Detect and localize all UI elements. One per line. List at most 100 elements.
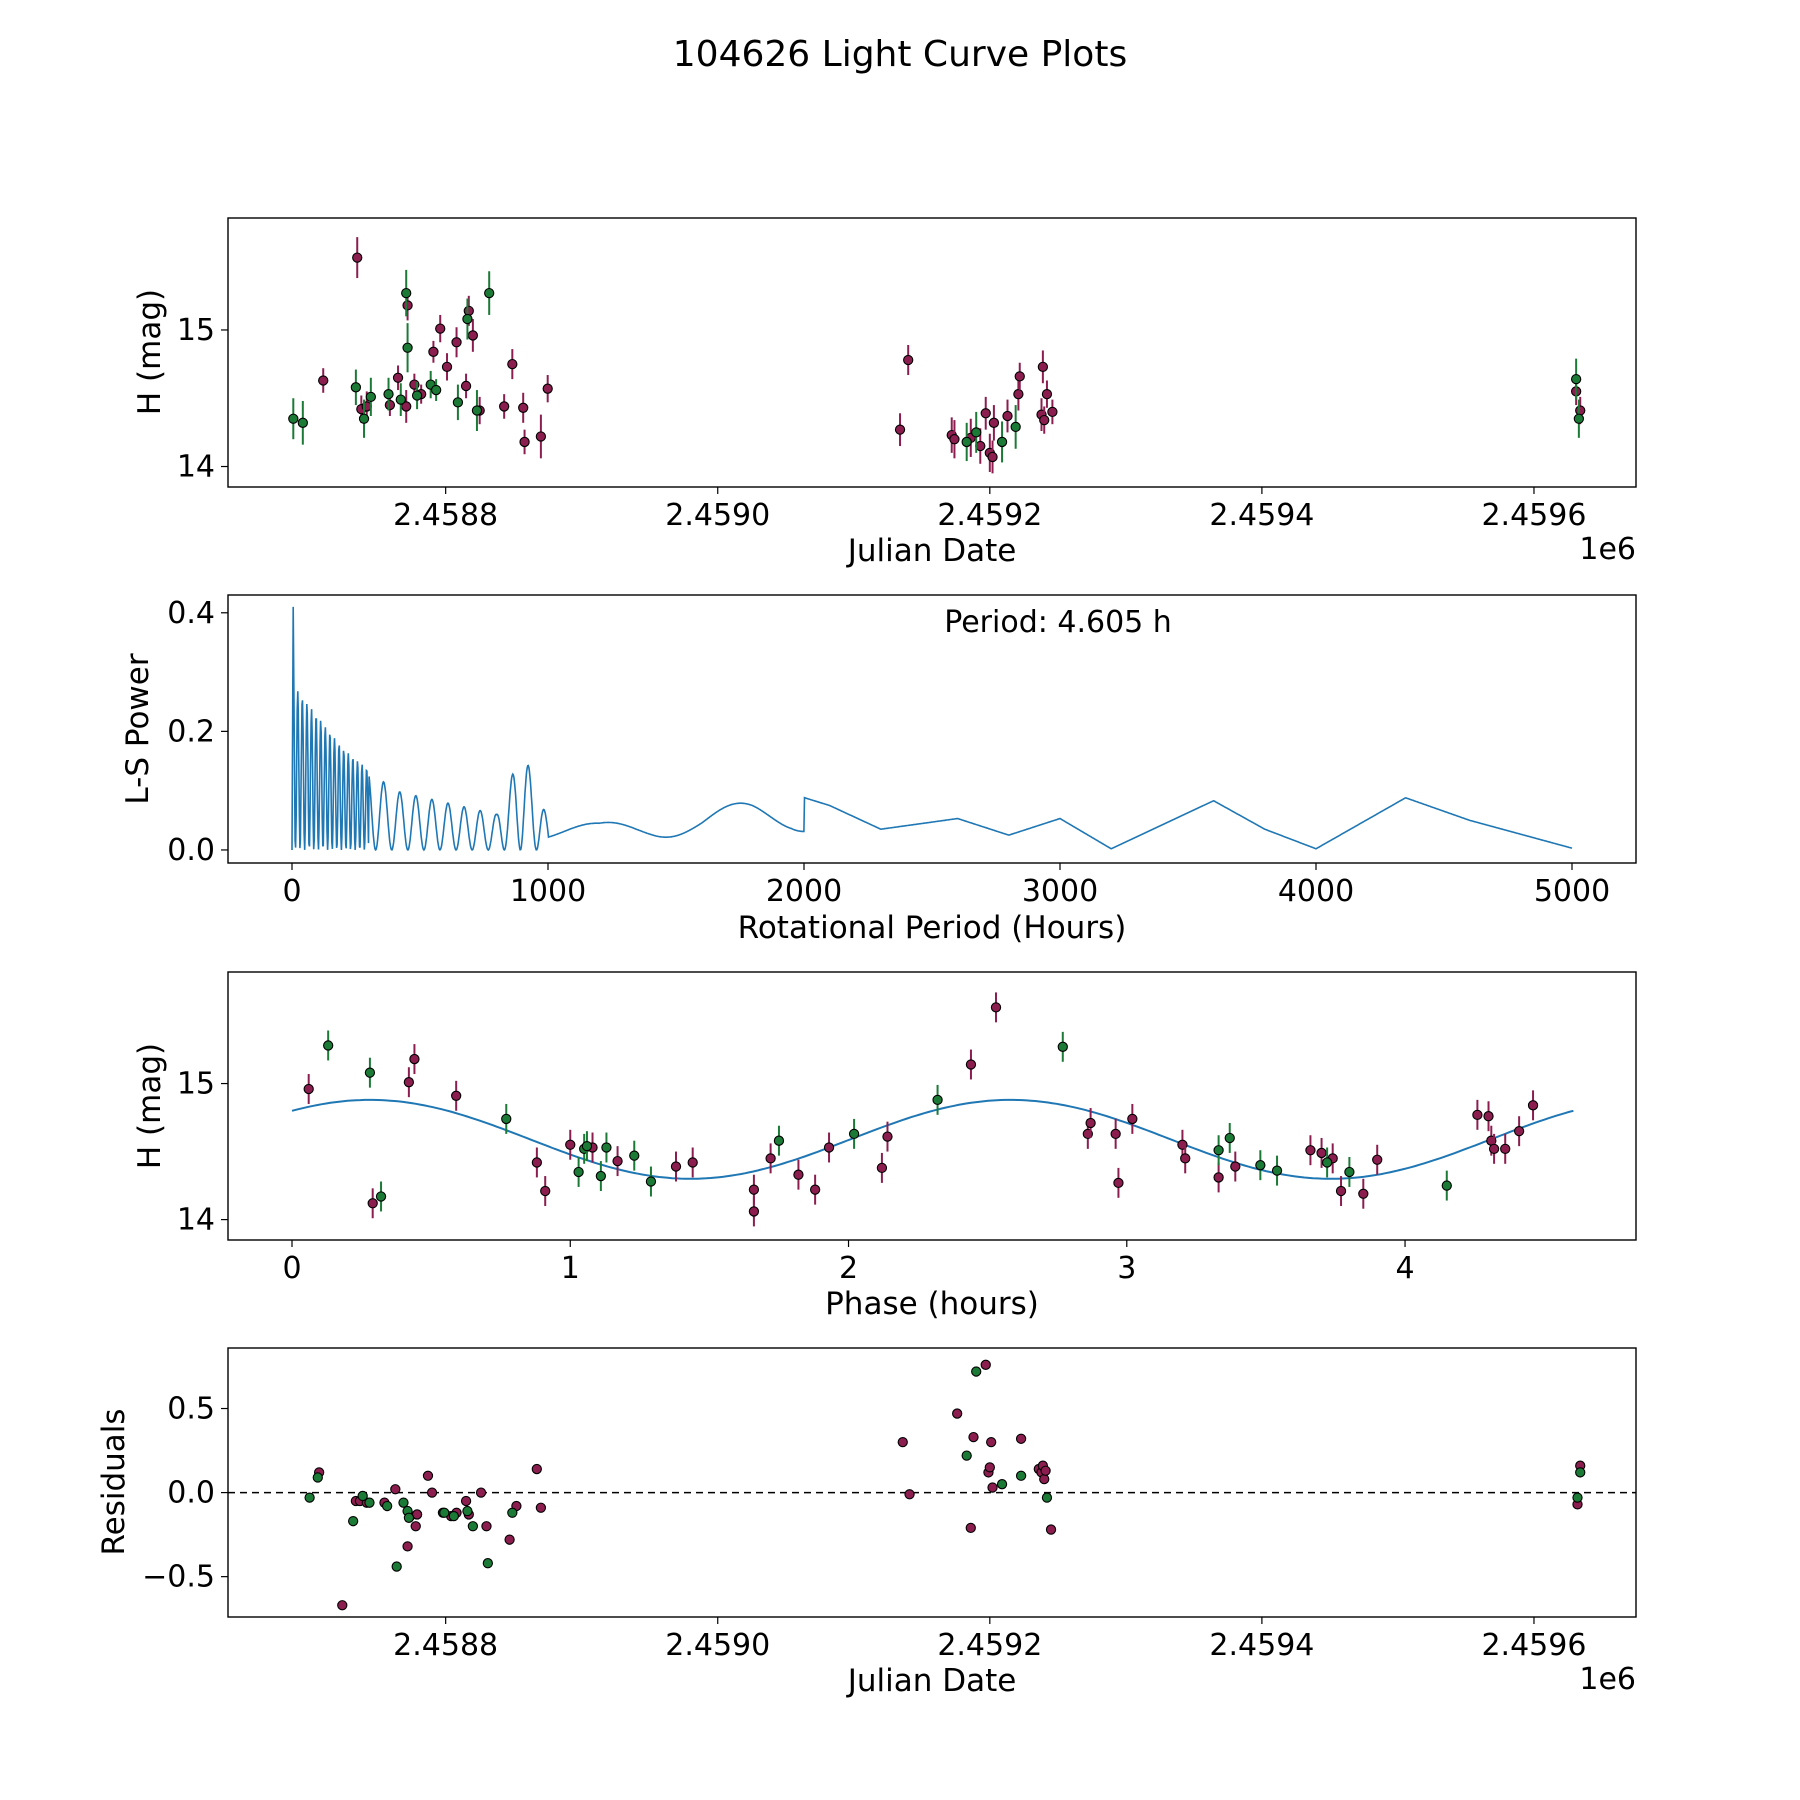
data-point <box>391 1561 402 1572</box>
data-point <box>318 375 329 386</box>
data-point <box>350 382 362 393</box>
periodogram-x-label: Rotational Period (Hours) <box>738 910 1127 946</box>
y-tick-label: 0.0 <box>167 833 215 868</box>
data-point <box>1372 1154 1383 1165</box>
x-tick-label: 2.4592 <box>937 1628 1042 1663</box>
data-point <box>1513 1126 1525 1137</box>
phase-y-ticks: 14 15 <box>177 1067 228 1238</box>
data-point <box>462 1505 473 1517</box>
data-point <box>984 1462 995 1473</box>
data-point <box>961 436 972 448</box>
data-point <box>401 287 412 299</box>
data-point <box>1570 373 1582 385</box>
data-point <box>403 1512 415 1523</box>
data-point <box>595 1170 607 1182</box>
periodogram-y-label: L-S Power <box>120 653 156 804</box>
data-point <box>467 330 479 341</box>
x-tick-label: 0 <box>282 874 301 909</box>
data-point <box>499 401 510 412</box>
data-point <box>451 337 462 348</box>
data-point <box>1335 1185 1347 1197</box>
data-point <box>670 1161 682 1172</box>
data-point <box>402 342 413 353</box>
data-point <box>1316 1147 1327 1159</box>
x-tick-label: 4000 <box>1278 874 1354 909</box>
data-point <box>748 1184 760 1195</box>
data-point <box>398 1497 409 1508</box>
lightcurve-x-label: Julian Date <box>846 533 1017 569</box>
data-point <box>482 1558 493 1569</box>
data-point <box>409 1053 420 1065</box>
data-point <box>809 1184 821 1195</box>
data-point <box>903 354 914 366</box>
period-annotation: Period: 4.605 h <box>944 605 1172 640</box>
data-point <box>952 1408 963 1419</box>
x-tick-label: 1000 <box>510 874 586 909</box>
data-point <box>531 1463 542 1475</box>
data-point <box>441 361 453 372</box>
y-tick-label: 15 <box>177 313 215 348</box>
y-tick-label: 14 <box>177 450 215 485</box>
data-point <box>612 1155 623 1167</box>
lightcurve-y-ticks: 14 15 <box>177 313 228 485</box>
data-point <box>573 1166 584 1178</box>
phase-plot-area <box>291 992 1574 1227</box>
data-point <box>1040 1465 1051 1476</box>
data-point <box>1573 413 1585 424</box>
x-tick-label: 2.4594 <box>1209 1628 1314 1663</box>
data-point <box>1039 414 1050 426</box>
data-point <box>384 399 396 411</box>
lightcurve-offset-label: 1e6 <box>1579 532 1636 567</box>
data-point <box>422 1470 434 1481</box>
data-point <box>1344 1166 1355 1178</box>
x-tick-label: 0 <box>282 1251 301 1286</box>
data-point <box>501 1113 512 1125</box>
residuals-axes-frame <box>227 1347 1637 1618</box>
periodogram-y-ticks: 0.0 0.2 0.4 <box>167 596 228 868</box>
lightcurve-axes-frame <box>227 217 1637 488</box>
periodogram-line <box>291 606 1573 852</box>
data-point <box>876 1162 888 1174</box>
data-point <box>990 1002 1002 1013</box>
x-tick-label: 2 <box>839 1251 858 1286</box>
data-point <box>986 1437 997 1448</box>
data-point <box>460 1495 472 1507</box>
data-point <box>390 1484 401 1495</box>
data-point <box>748 1206 760 1217</box>
data-point <box>1213 1172 1224 1183</box>
data-point <box>988 417 1000 428</box>
data-point <box>980 1359 991 1370</box>
data-point <box>904 1489 915 1500</box>
data-point <box>1180 1153 1191 1164</box>
data-point <box>1572 1492 1583 1503</box>
data-point <box>1010 421 1021 433</box>
data-point <box>897 1437 908 1448</box>
y-tick-label: 0.2 <box>167 714 215 749</box>
data-point <box>1358 1188 1369 1199</box>
x-tick-label: 2.4588 <box>393 498 498 533</box>
data-point <box>971 1366 982 1377</box>
residuals-x-label: Julian Date <box>846 1663 1017 1699</box>
data-point <box>348 1516 359 1527</box>
x-tick-label: 3 <box>1117 1251 1136 1286</box>
data-point <box>1321 1157 1333 1168</box>
data-point <box>467 1521 479 1532</box>
data-point <box>1527 1100 1539 1111</box>
data-point <box>1271 1165 1283 1176</box>
data-point <box>402 300 413 311</box>
data-point <box>1488 1143 1500 1155</box>
data-point <box>1013 388 1024 400</box>
data-point <box>507 358 518 370</box>
data-point <box>1085 1117 1096 1129</box>
data-point <box>463 305 474 317</box>
data-point <box>430 384 442 396</box>
y-tick-label: 14 <box>177 1203 215 1238</box>
data-point <box>565 1139 576 1150</box>
data-point <box>1230 1161 1241 1172</box>
data-point <box>460 380 472 392</box>
data-point <box>773 1135 785 1146</box>
x-tick-label: 2.4588 <box>393 1628 498 1663</box>
data-point <box>1057 1041 1068 1052</box>
data-point <box>531 1157 543 1168</box>
data-point <box>1441 1180 1452 1191</box>
